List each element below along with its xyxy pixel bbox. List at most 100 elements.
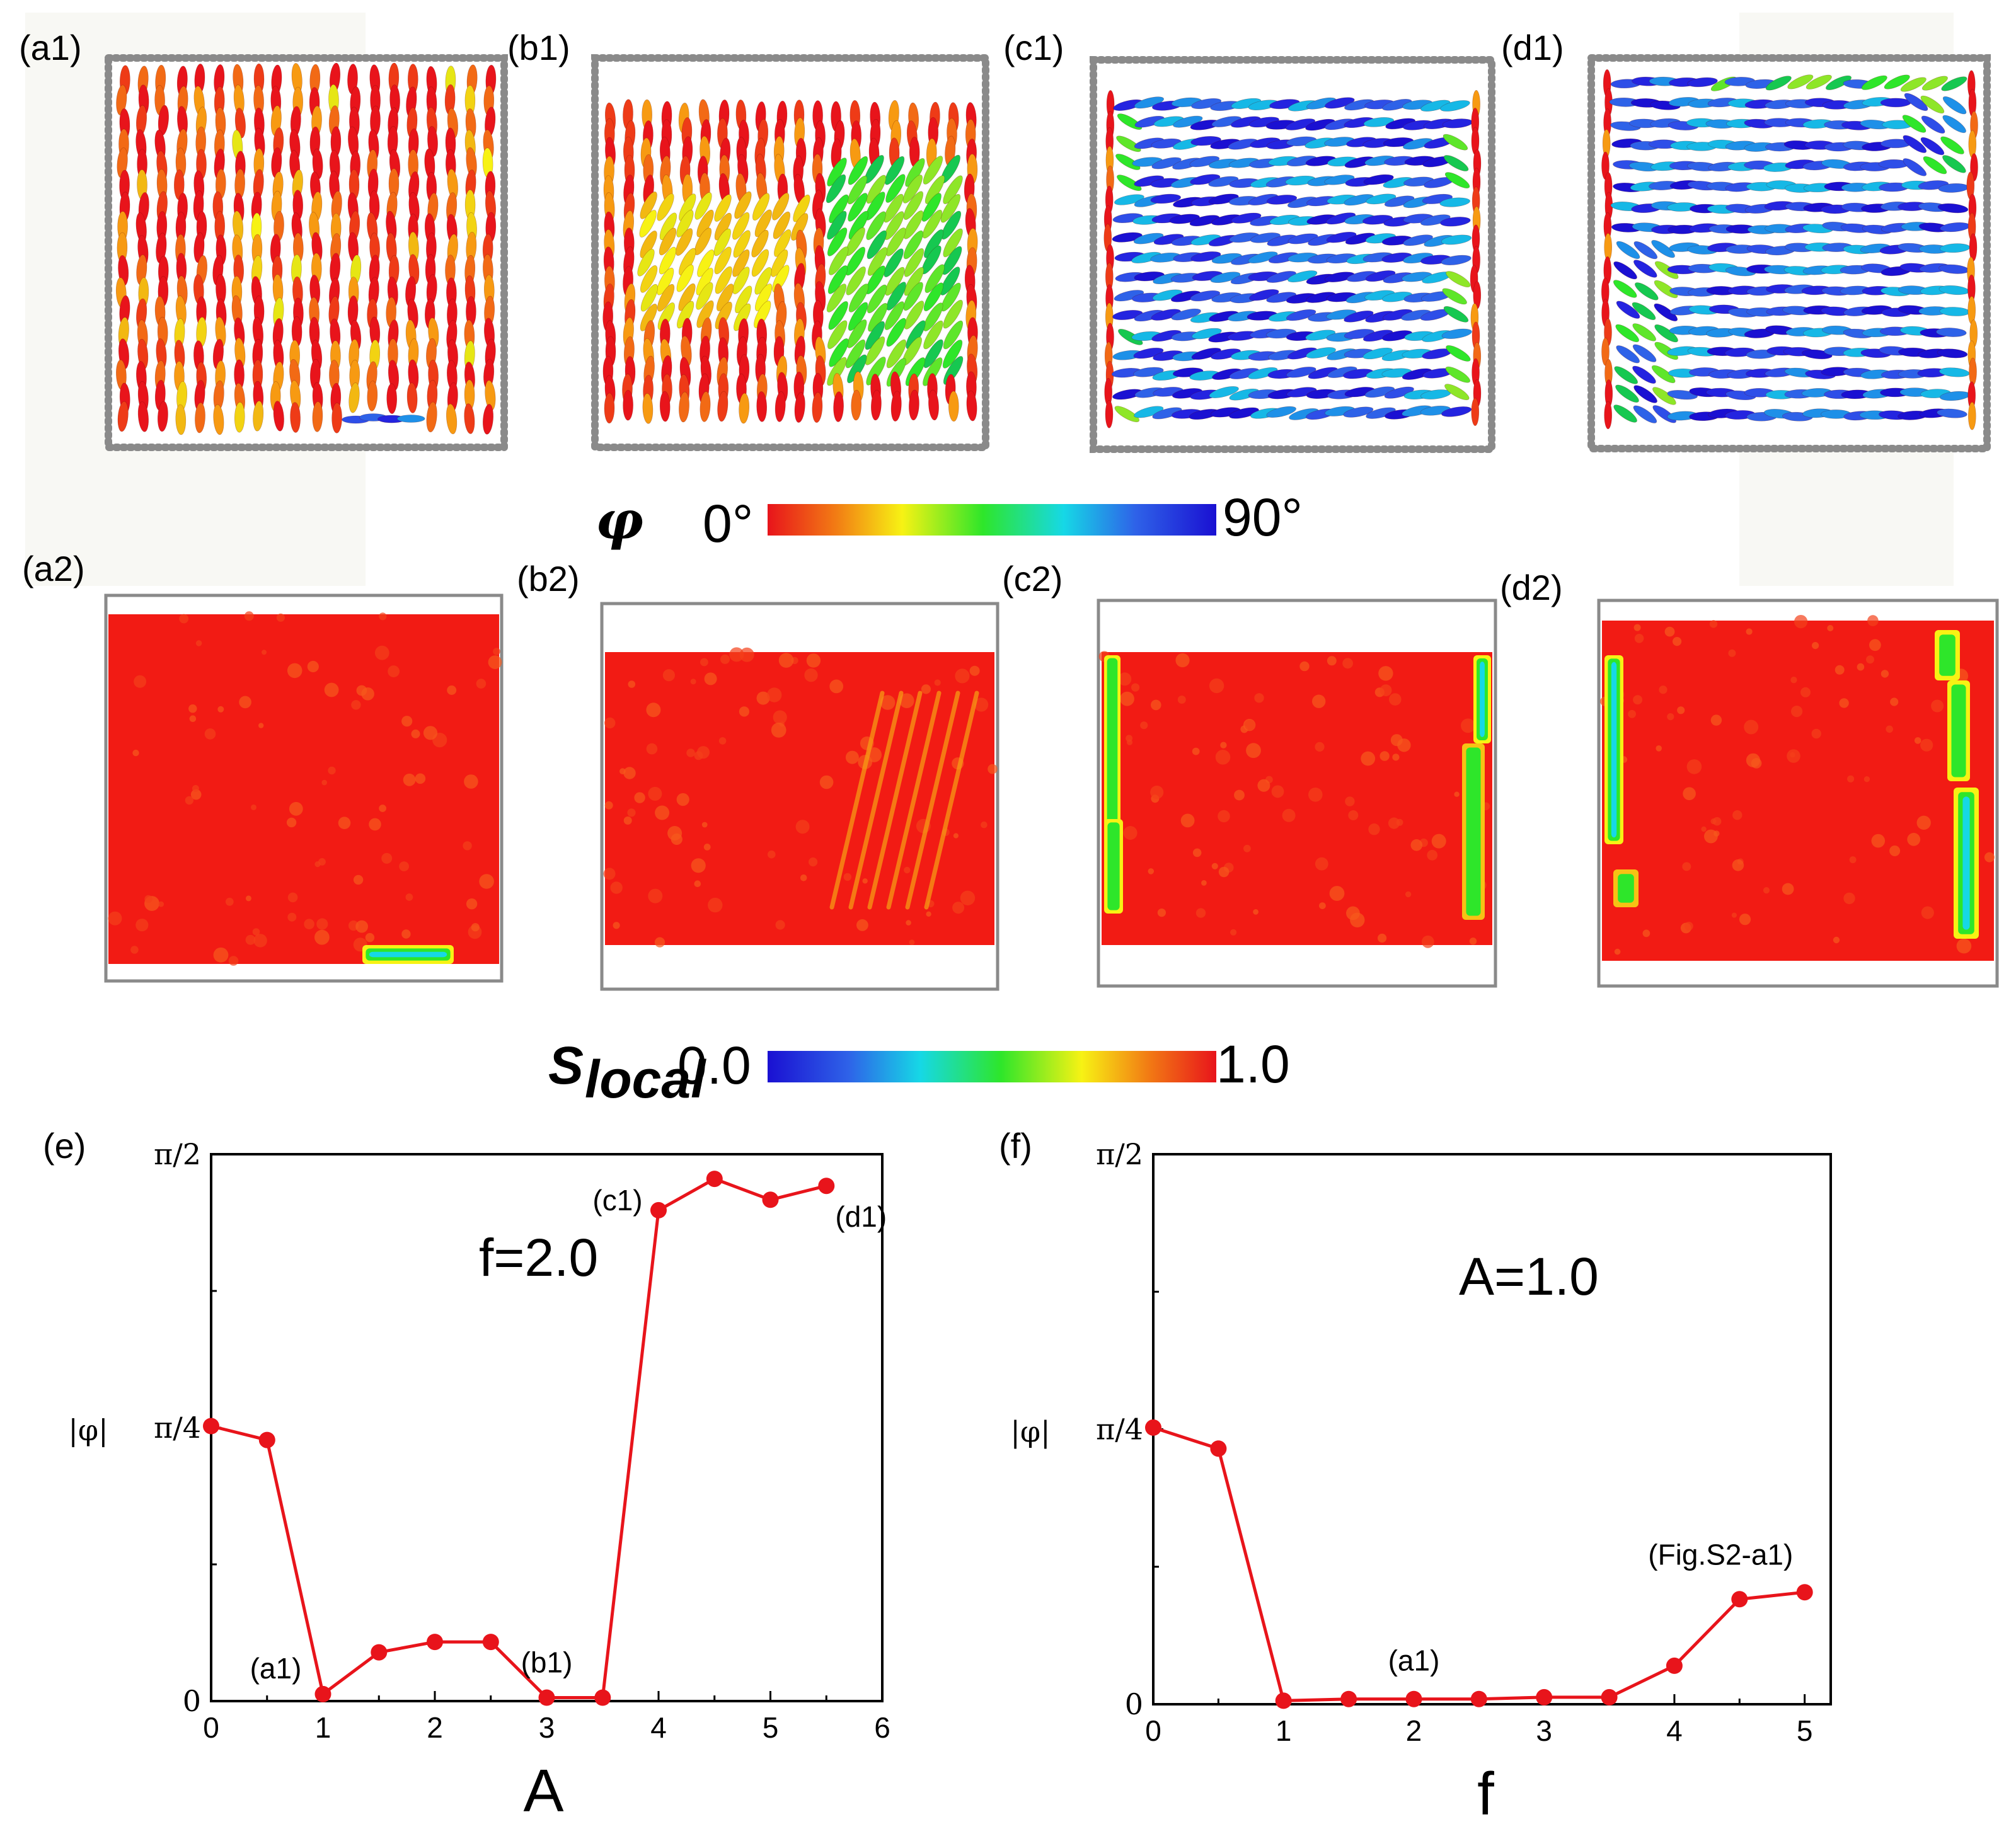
particle-ellipse bbox=[923, 320, 943, 350]
particle-ellipse bbox=[1420, 100, 1451, 112]
particle-ellipse bbox=[1287, 270, 1318, 283]
map-fluctuation bbox=[411, 729, 420, 738]
map-fluctuation bbox=[694, 880, 701, 887]
y-tick-label: π/2 bbox=[1096, 1137, 1143, 1171]
map-fluctuation bbox=[1151, 699, 1161, 711]
map-fluctuation bbox=[1673, 637, 1682, 646]
panel-d2: (d2) bbox=[1500, 568, 1999, 988]
point-annotation: (a1) bbox=[1388, 1644, 1440, 1677]
particle-ellipse bbox=[940, 267, 960, 295]
map-fluctuation bbox=[466, 898, 478, 910]
low-order-region bbox=[1951, 684, 1966, 777]
panel-b2: (b2) bbox=[517, 559, 999, 991]
map-fluctuation bbox=[245, 934, 256, 945]
map-fluctuation bbox=[415, 773, 426, 784]
data-point bbox=[1731, 1591, 1748, 1608]
particle-ellipse bbox=[1286, 309, 1316, 321]
particle-ellipse bbox=[1151, 309, 1181, 321]
map-fluctuation bbox=[1763, 887, 1770, 894]
map-fluctuation bbox=[1642, 929, 1650, 937]
particle-ellipse bbox=[117, 401, 129, 432]
map-fluctuation bbox=[1686, 759, 1702, 774]
particle-ellipse bbox=[1439, 197, 1470, 207]
particle-ellipse bbox=[903, 210, 924, 239]
particle-ellipse bbox=[1923, 156, 1947, 175]
data-point bbox=[538, 1689, 555, 1706]
x-tick-label: 3 bbox=[539, 1711, 555, 1744]
map-fluctuation bbox=[338, 817, 351, 829]
particle-ellipse bbox=[1153, 234, 1184, 245]
particle-ellipse bbox=[713, 228, 731, 256]
particle-ellipse bbox=[1266, 406, 1296, 418]
colorbar-s-local: S local 0.0 1.0 bbox=[548, 1035, 1290, 1109]
phi-max-label: 90° bbox=[1223, 488, 1303, 547]
particle-ellipse bbox=[845, 246, 866, 276]
particle-ellipse bbox=[791, 213, 809, 241]
particle-ellipse bbox=[1651, 239, 1675, 258]
map-fluctuation bbox=[1633, 624, 1641, 631]
low-order-region bbox=[1107, 822, 1120, 910]
map-fluctuation bbox=[1392, 754, 1400, 761]
particle-ellipse bbox=[1969, 357, 1977, 386]
particle-ellipse bbox=[1266, 195, 1298, 205]
particle-ellipse bbox=[446, 403, 458, 435]
particle-ellipse bbox=[1968, 401, 1976, 430]
particle-ellipse bbox=[694, 192, 712, 220]
map-fluctuation bbox=[423, 726, 438, 740]
particle-ellipse bbox=[1884, 74, 1910, 89]
map-fluctuation bbox=[604, 801, 613, 810]
map-fluctuation bbox=[217, 706, 224, 713]
particle-ellipse bbox=[1615, 384, 1639, 403]
map-fluctuation bbox=[1421, 935, 1434, 948]
particle-ellipse bbox=[1248, 367, 1278, 379]
particle-ellipse bbox=[1937, 203, 1969, 214]
particle-ellipse bbox=[827, 265, 848, 294]
map-field bbox=[1602, 621, 1994, 961]
particle-ellipse bbox=[1806, 74, 1832, 89]
map-fluctuation bbox=[1329, 886, 1345, 901]
particle-ellipse bbox=[1384, 386, 1414, 399]
defect-line bbox=[867, 691, 923, 910]
map-fluctuation bbox=[1345, 796, 1355, 806]
map-fluctuation bbox=[1368, 823, 1380, 835]
map-fluctuation bbox=[1157, 909, 1166, 917]
particle-ellipse bbox=[829, 338, 849, 367]
map-fluctuation bbox=[1744, 719, 1759, 735]
map-fluctuation bbox=[739, 647, 754, 662]
map-fluctuation bbox=[1782, 883, 1794, 895]
particle-ellipse bbox=[640, 192, 657, 219]
map-fluctuation bbox=[1732, 859, 1744, 871]
map-fluctuation bbox=[613, 922, 620, 929]
map-fluctuation bbox=[1220, 742, 1227, 748]
particle-ellipse bbox=[1616, 301, 1640, 319]
particle-ellipse bbox=[884, 211, 904, 240]
particle-ellipse bbox=[751, 249, 769, 277]
map-fluctuation bbox=[286, 817, 297, 828]
data-point bbox=[1666, 1657, 1683, 1674]
defect-line bbox=[829, 691, 885, 910]
map-fluctuation bbox=[401, 716, 413, 727]
map-fluctuation bbox=[1118, 672, 1132, 686]
particle-ellipse bbox=[1441, 255, 1472, 266]
particle-ellipse bbox=[1403, 234, 1433, 246]
map-fluctuation bbox=[190, 789, 202, 800]
chart-annotation: f=2.0 bbox=[479, 1228, 598, 1287]
map-fluctuation bbox=[365, 932, 375, 943]
data-point bbox=[594, 1689, 611, 1706]
particle-ellipse bbox=[1114, 194, 1144, 205]
map-fluctuation bbox=[1920, 738, 1933, 752]
map-fluctuation bbox=[1123, 826, 1138, 840]
map-fluctuation bbox=[1257, 779, 1270, 792]
map-fluctuation bbox=[324, 682, 339, 697]
map-fluctuation bbox=[1410, 839, 1423, 851]
particle-ellipse bbox=[943, 175, 963, 204]
y-axis-title: |φ| bbox=[68, 1413, 108, 1447]
x-tick-label: 1 bbox=[1276, 1714, 1292, 1747]
low-order-region bbox=[1611, 662, 1617, 838]
map-fluctuation bbox=[1126, 739, 1133, 745]
particle-ellipse bbox=[851, 389, 862, 421]
data-point bbox=[650, 1201, 667, 1218]
map-fluctuation bbox=[1863, 776, 1870, 783]
particle-ellipse bbox=[754, 301, 771, 328]
map-fluctuation bbox=[185, 796, 194, 805]
